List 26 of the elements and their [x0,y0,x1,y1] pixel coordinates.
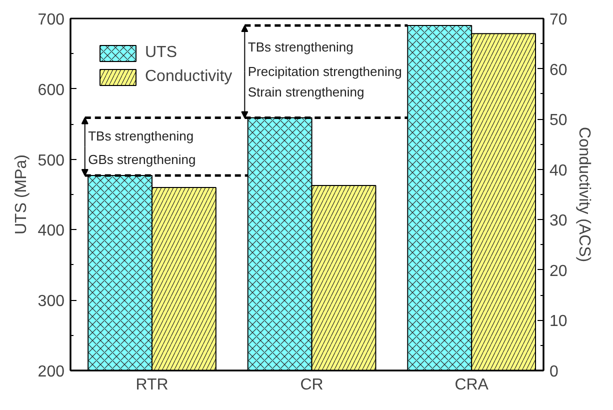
x-tick-label: RTR [136,376,168,394]
annotation: TBs strengthening [248,39,354,54]
annotation: TBs strengthening [88,128,194,144]
y2-tick-label: 10 [550,313,568,330]
legend-label: UTS [145,44,177,62]
y2-axis-title: Conductivity (ACS) [575,126,592,262]
y2-tick-label: 60 [550,62,568,79]
y2-tick-label: 50 [550,112,568,130]
y-tick-label: 700 [38,12,65,28]
y2-tick-label: 70 [550,12,568,28]
y-tick-label: 400 [38,222,65,240]
y2-tick-label: 20 [550,262,568,280]
legend-label: Conductivity [145,68,232,86]
x-tick-label: CRA [454,376,489,394]
y-tick-label: 200 [38,364,65,380]
x-tick-label: CR [300,376,324,394]
y-tick-label: 600 [38,82,65,99]
y2-tick-label: 40 [550,162,568,180]
y-axis-title: UTS (MPa) [12,154,30,234]
y2-tick-label: 0 [550,364,558,380]
y-tick-label: 300 [38,293,65,310]
y2-tick-label: 30 [550,212,568,230]
annotation: Strain strengthening [248,84,364,100]
annotation: GBs strengthening [88,152,196,167]
annotation: Precipitation strengthening [248,64,402,80]
y-tick-label: 500 [38,152,65,170]
